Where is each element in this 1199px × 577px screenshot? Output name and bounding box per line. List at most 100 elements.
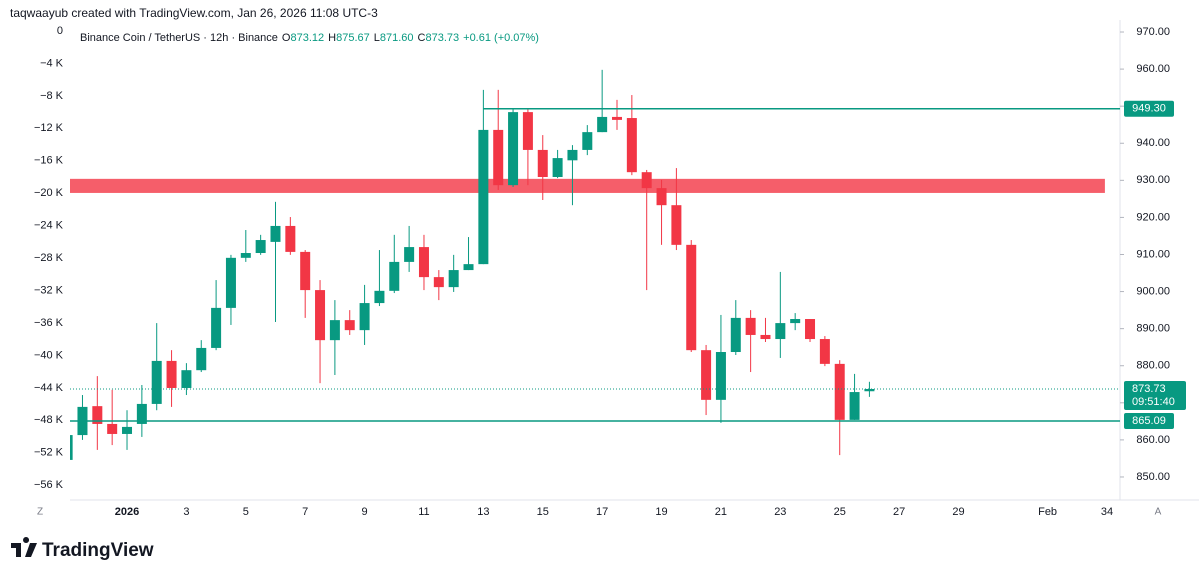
x-tick-label: 19 — [655, 506, 667, 518]
y2-tick-label: −8 K — [40, 90, 64, 102]
x-tick-label: 11 — [418, 506, 429, 518]
candle-body — [597, 116, 608, 133]
candle-body — [285, 225, 296, 252]
level-label-box — [1124, 100, 1174, 117]
candle-body — [211, 307, 222, 348]
candle-body — [864, 388, 875, 392]
y2-tick-label: −24 K — [34, 220, 64, 232]
y2-tick-label: −36 K — [34, 317, 64, 329]
candle-body — [151, 360, 162, 404]
candle-body — [611, 116, 622, 120]
candle-body — [760, 334, 771, 340]
candle-body — [107, 423, 118, 434]
axis-button: Z — [37, 507, 43, 518]
legend-item: C — [418, 32, 426, 44]
candle-body — [508, 112, 519, 186]
x-tick-label: 17 — [596, 506, 608, 518]
candle-body — [300, 251, 311, 291]
candle-body — [686, 244, 697, 351]
candle-body — [166, 360, 177, 388]
brand: TradingView — [42, 540, 154, 561]
y2-tick-label: −44 K — [34, 382, 64, 394]
candle-body — [359, 303, 370, 331]
candle-body — [374, 290, 385, 304]
y2-tick-label: −4 K — [40, 57, 64, 69]
y2-tick-label: −48 K — [34, 414, 64, 426]
x-tick-label: 21 — [715, 506, 727, 518]
candle-body — [433, 277, 444, 288]
level-label: 949.30 — [1132, 103, 1166, 115]
x-tick-label: Feb — [1038, 506, 1057, 518]
candle-body — [537, 149, 548, 177]
y-tick-label: 970.00 — [1136, 26, 1170, 38]
legend-item: 873.73 — [425, 32, 459, 44]
candle-body — [122, 426, 133, 434]
y-tick-label: 930.00 — [1136, 174, 1170, 186]
candle-body — [775, 323, 786, 340]
y2-tick-label: −52 K — [34, 447, 64, 459]
y2-tick-label: −20 K — [34, 187, 64, 199]
y-tick-label: 880.00 — [1136, 360, 1170, 372]
x-tick-label: 7 — [302, 506, 308, 518]
candle-body — [715, 352, 726, 400]
candle-body — [225, 257, 236, 308]
y-tick-label: 940.00 — [1136, 137, 1170, 149]
x-tick-label: 29 — [952, 506, 964, 518]
candle-body — [790, 319, 801, 324]
candle-body — [701, 350, 712, 400]
x-tick-label: 25 — [834, 506, 846, 518]
y-tick-label: 910.00 — [1136, 248, 1170, 260]
x-tick-label: 9 — [362, 506, 368, 518]
candle-body — [448, 270, 459, 288]
candle-body — [344, 320, 355, 331]
candle-body — [255, 240, 266, 254]
y-tick-label: 920.00 — [1136, 211, 1170, 223]
candle-body — [522, 112, 533, 150]
y-tick-label: 900.00 — [1136, 285, 1170, 297]
x-tick-label: 13 — [477, 506, 489, 518]
candle-body — [493, 129, 504, 186]
candle-body — [834, 363, 845, 420]
y2-tick-label: 0 — [57, 25, 63, 37]
y-tick-label: 960.00 — [1136, 63, 1170, 75]
candle-body — [567, 149, 578, 161]
y-tick-label: 850.00 — [1136, 471, 1170, 483]
candle-body — [582, 132, 593, 150]
last-price-box — [1124, 380, 1186, 410]
candle-body — [819, 339, 830, 364]
y2-tick-label: −28 K — [34, 252, 64, 264]
candle-body — [745, 317, 756, 335]
candle-body — [463, 264, 474, 271]
y-tick-label: 860.00 — [1136, 434, 1170, 446]
x-tick-label: 2026 — [115, 506, 139, 518]
y2-tick-label: −40 K — [34, 349, 64, 361]
legend-item: +0.61 (+0.07%) — [463, 32, 539, 44]
y2-tick-label: −32 K — [34, 284, 64, 296]
legend-item: L — [374, 32, 380, 44]
candle-body — [478, 129, 489, 265]
x-tick-label: 3 — [183, 506, 189, 518]
logo — [11, 537, 37, 557]
plot-area — [70, 69, 1105, 460]
legend-item: 871.60 — [380, 32, 414, 44]
x-tick-label: 23 — [774, 506, 786, 518]
candle-body — [552, 158, 563, 177]
candle-body — [70, 435, 73, 460]
legend-item: 873.12 — [290, 32, 324, 44]
countdown: 09:51:40 — [1132, 396, 1175, 408]
legend: Binance Coin / TetherUS · 12h · Binance O… — [80, 32, 539, 44]
candle-body — [136, 403, 147, 424]
candle-body — [656, 188, 667, 206]
credit: taqwaayub created with TradingView.com, … — [10, 6, 378, 20]
candle-body — [240, 253, 251, 258]
y-tick-label: 890.00 — [1136, 323, 1170, 335]
candle-body — [315, 290, 326, 341]
x-tick-label: 27 — [893, 506, 905, 518]
candle-body — [389, 261, 400, 291]
legend-item: O — [282, 32, 291, 44]
y2-tick-label: −12 K — [34, 122, 64, 134]
legend-item: H — [328, 32, 336, 44]
candle-body — [805, 319, 816, 340]
